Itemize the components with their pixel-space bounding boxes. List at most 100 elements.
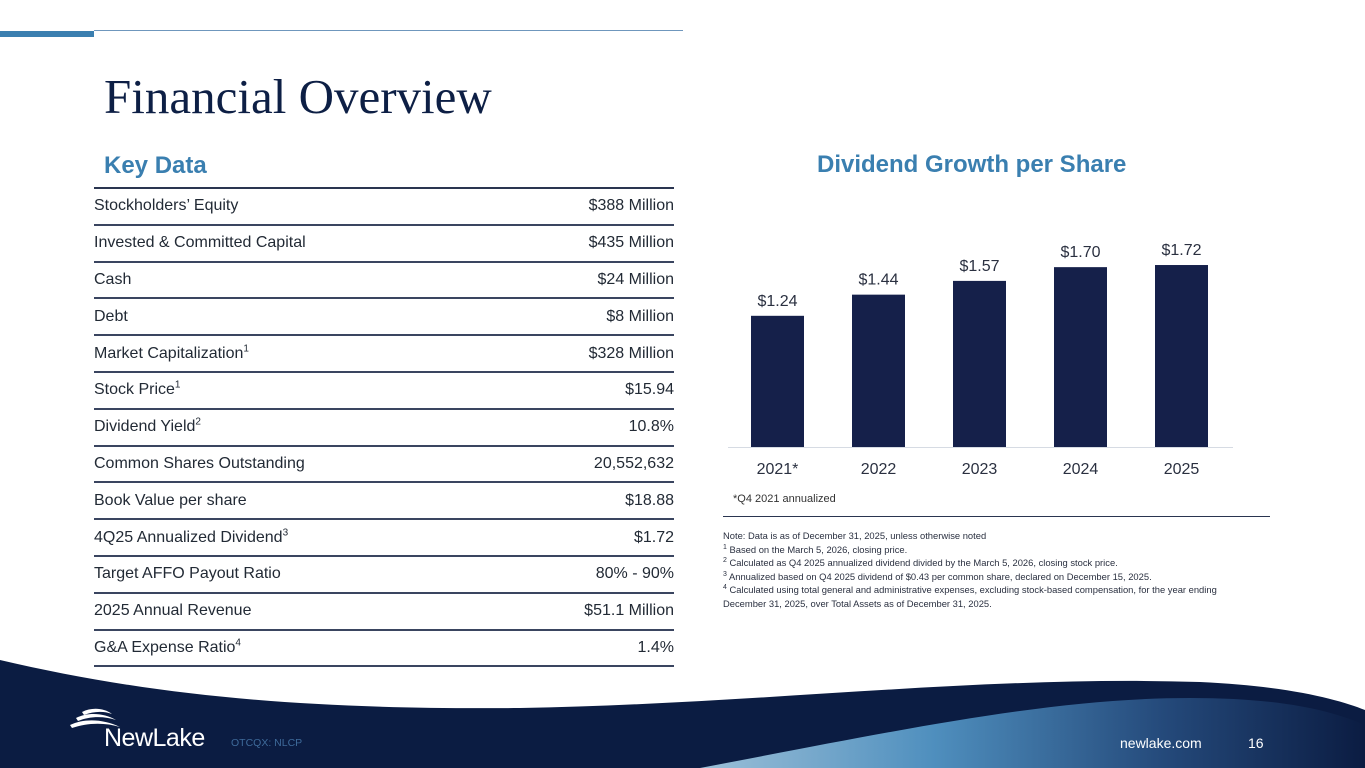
footnote-marker: 4	[723, 583, 727, 591]
row-value: $388 Million	[588, 197, 674, 215]
x-tick-label: 2022	[861, 461, 897, 478]
table-row: 4Q25 Annualized Dividend3 $1.72	[94, 520, 674, 557]
key-data-heading: Key Data	[104, 152, 207, 179]
row-label: Debt	[94, 308, 128, 326]
newlake-wave-logo-icon	[70, 708, 120, 728]
notes-divider	[723, 516, 1270, 517]
top-accent-bar	[0, 31, 94, 37]
brand-logo: NewLake	[104, 724, 205, 752]
table-row: Stock Price1 $15.94	[94, 373, 674, 410]
table-row: Book Value per share $18.88	[94, 483, 674, 521]
table-row: Stockholders’ Equity $388 Million	[94, 189, 674, 226]
row-label-text: Debt	[94, 307, 128, 325]
row-label: Book Value per share	[94, 492, 247, 510]
footnote-text: Calculated using total general and admin…	[726, 584, 1217, 595]
footnote-text: December 31, 2025, over Total Assets as …	[723, 597, 992, 609]
row-value: $18.88	[625, 491, 674, 509]
row-value: 20,552,632	[593, 454, 674, 472]
footnote-marker: 1	[174, 380, 181, 392]
row-label: Stockholders’ Equity	[94, 197, 238, 215]
table-row: Cash $24 Million	[94, 263, 674, 300]
table-row: Invested & Committed Capital $435 Million	[94, 226, 674, 263]
row-value: 80% - 90%	[595, 565, 674, 583]
x-tick-label: 2025	[1164, 461, 1200, 478]
row-label-text: 2025 Annual Revenue	[94, 602, 252, 620]
footnote-marker: 3	[282, 527, 289, 539]
row-label: Stock Price1	[94, 381, 180, 399]
footnote-text: Based on the March 5, 2026, closing pric…	[726, 543, 908, 555]
row-label-text: Common Shares Outstanding	[94, 454, 305, 472]
top-rule	[94, 30, 683, 31]
page-title: Financial Overview	[104, 69, 492, 124]
footnote-marker: 1	[723, 543, 727, 551]
x-tick-label: 2023	[962, 461, 998, 478]
footnote-marker: 2	[195, 416, 201, 428]
footnote-text: Calculated as Q4 2025 annualized dividen…	[726, 557, 1118, 568]
table-row: 2025 Annual Revenue $51.1 Million	[94, 594, 674, 631]
row-value: $8 Million	[606, 307, 674, 325]
footnote-text: Annualized based on Q4 2025 dividend of …	[726, 570, 1152, 582]
row-value: $15.94	[625, 381, 674, 399]
data-label: $1.72	[1161, 242, 1201, 259]
row-value: $24 Million	[597, 270, 674, 288]
footnote-line: December 31, 2025, over Total Assets as …	[723, 597, 1283, 611]
row-label: Cash	[94, 271, 131, 289]
row-label: Market Capitalization1	[94, 343, 249, 363]
footer-wave	[0, 660, 1365, 768]
row-label: Dividend Yield2	[94, 416, 201, 436]
website-link[interactable]: newlake.com	[1120, 735, 1202, 751]
footnote-text: Note: Data is as of December 31, 2025, u…	[723, 530, 987, 541]
bar-2022	[852, 294, 905, 447]
row-label: 4Q25 Annualized Dividend3	[94, 527, 289, 547]
row-label: 2025 Annual Revenue	[94, 602, 251, 620]
data-label: $1.70	[1060, 244, 1100, 261]
chart-title: Dividend Growth per Share	[817, 151, 1127, 178]
row-value: 10.8%	[628, 418, 674, 436]
x-tick-label: 2021*	[757, 461, 799, 478]
table-row: Dividend Yield2 10.8%	[94, 410, 674, 447]
row-label-text: Stock Price	[94, 381, 175, 399]
row-label-text: Invested & Committed Capital	[94, 234, 306, 252]
row-value: $51.1 Million	[584, 602, 674, 620]
bar-2023	[953, 280, 1006, 447]
footnote-marker: 3	[723, 570, 727, 578]
x-tick-label: 2024	[1063, 461, 1099, 478]
row-label-text: Stockholders’ Equity	[94, 197, 239, 215]
bar-2021	[751, 315, 804, 447]
data-label: $1.44	[858, 272, 898, 289]
footnote-line: 1 Based on the March 5, 2026, closing pr…	[723, 543, 1283, 557]
bar-2025	[1155, 265, 1208, 447]
footnote-line: Note: Data is as of December 31, 2025, u…	[723, 529, 1283, 543]
table-row: Target AFFO Payout Ratio 80% - 90%	[94, 557, 674, 594]
footnote-marker: 1	[243, 343, 249, 355]
table-row: Debt $8 Million	[94, 299, 674, 337]
row-value: $328 Million	[588, 344, 674, 362]
row-label: Invested & Committed Capital	[94, 234, 306, 252]
bar-2024	[1054, 267, 1107, 447]
footnote-line: 3 Annualized based on Q4 2025 dividend o…	[723, 570, 1283, 584]
table-row: G&A Expense Ratio4 1.4%	[94, 631, 674, 668]
row-label-text: 4Q25 Annualized Dividend	[94, 528, 283, 546]
page-number: 16	[1248, 735, 1264, 751]
row-label-text: Cash	[94, 270, 132, 288]
row-value: 1.4%	[637, 638, 674, 656]
chart-footnote: *Q4 2021 annualized	[733, 493, 836, 505]
table-row: Common Shares Outstanding 20,552,632	[94, 447, 674, 484]
row-label-text: Book Value per share	[94, 491, 247, 509]
row-label: Common Shares Outstanding	[94, 455, 305, 473]
row-label: G&A Expense Ratio4	[94, 637, 241, 657]
row-value: $1.72	[633, 528, 674, 546]
footnote-line: 2 Calculated as Q4 2025 annualized divid…	[723, 556, 1283, 570]
footnotes: Note: Data is as of December 31, 2025, u…	[723, 529, 1283, 610]
row-label-text: Target AFFO Payout Ratio	[94, 565, 281, 583]
footnote-marker: 4	[235, 637, 241, 649]
row-label-text: Dividend Yield	[94, 418, 196, 436]
dividend-chart: $1.24 2021* $1.44 2022 $1.57 2023 $1.70 2024 $1.…	[728, 242, 1233, 478]
row-label-text: Market Capitalization	[94, 344, 244, 362]
footnote-marker: 2	[723, 556, 727, 564]
key-data-table: Stockholders’ Equity $388 Million Invested…	[94, 187, 674, 668]
table-row: Market Capitalization1 $328 Million	[94, 336, 674, 373]
footnote-line: 4 Calculated using total general and adm…	[723, 583, 1283, 597]
row-value: $435 Million	[588, 234, 674, 252]
data-label: $1.57	[959, 258, 999, 275]
